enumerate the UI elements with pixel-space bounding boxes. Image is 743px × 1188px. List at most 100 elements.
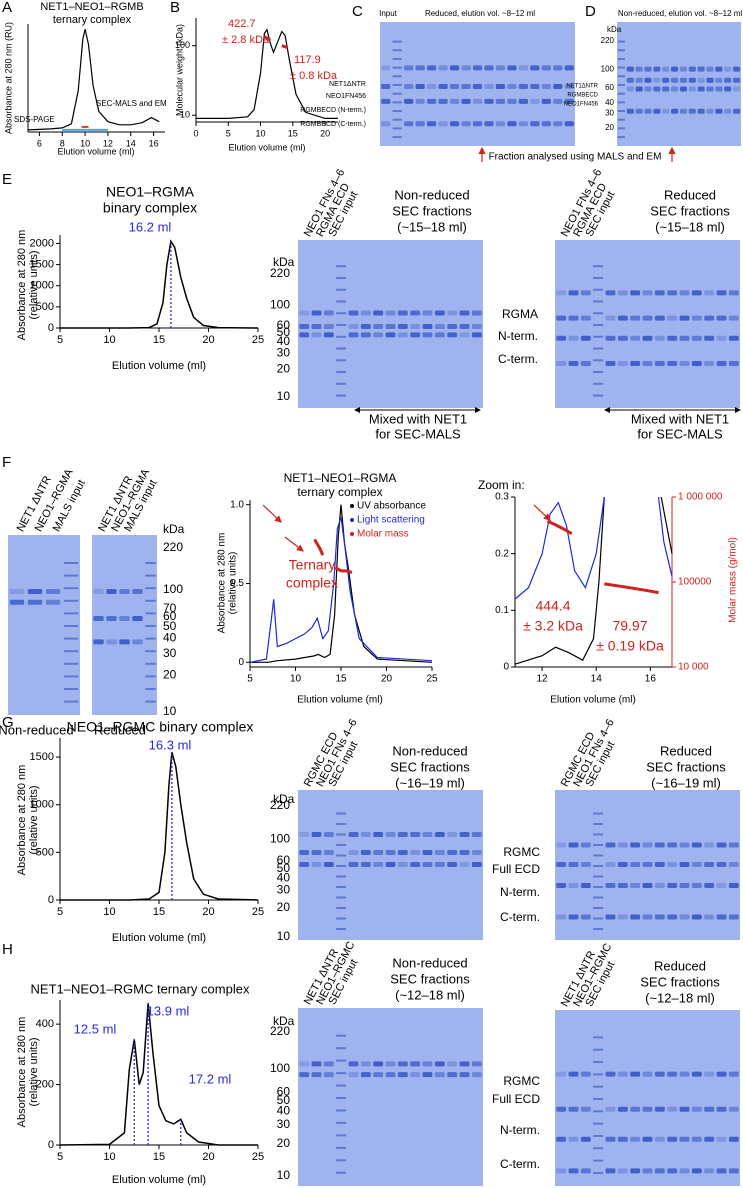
- band: [691, 360, 702, 366]
- band-label: RGMBECD: [567, 93, 598, 99]
- ladder-band: [617, 57, 625, 60]
- band: [299, 332, 310, 338]
- band: [667, 883, 678, 888]
- band: [568, 1071, 579, 1077]
- ladder-band: [593, 928, 604, 930]
- x-tick-label: 25: [426, 674, 438, 685]
- band: [728, 1136, 739, 1142]
- band: [716, 1136, 727, 1142]
- marker-label: 220: [270, 798, 290, 812]
- band: [93, 639, 104, 645]
- band: [716, 360, 727, 366]
- band: [556, 335, 567, 341]
- band: [716, 914, 727, 920]
- ladder-band: [593, 844, 604, 846]
- ladder-band: [336, 928, 347, 930]
- band: [323, 324, 334, 329]
- band: [654, 914, 665, 920]
- marker-label: 100: [270, 298, 290, 312]
- y-tick-label: 0: [238, 657, 244, 668]
- band: [323, 850, 334, 855]
- legend-label: UV absorbance: [357, 501, 426, 512]
- band: [471, 832, 482, 837]
- band: [617, 335, 628, 341]
- band: [605, 842, 616, 848]
- band: [518, 121, 528, 127]
- band: [704, 290, 715, 296]
- band: [691, 1168, 702, 1174]
- marker-label: 50: [277, 861, 291, 875]
- gel-title: (~16–19 ml): [395, 775, 465, 790]
- y2-axis-label: Molar mass (g/mol): [728, 537, 739, 623]
- band: [704, 315, 715, 321]
- band: [568, 842, 579, 848]
- band: [630, 842, 641, 848]
- pointer-arrow: [262, 504, 282, 523]
- band: [706, 77, 714, 83]
- band: [679, 1136, 690, 1142]
- band: [728, 1071, 739, 1077]
- gel-title: Reduced: [664, 187, 716, 202]
- band: [642, 862, 653, 867]
- band: [484, 84, 494, 89]
- band: [447, 832, 458, 837]
- ladder-band: [336, 1059, 347, 1062]
- band: [691, 290, 702, 296]
- band: [459, 1061, 470, 1067]
- band: [671, 86, 679, 92]
- band: [733, 86, 741, 92]
- ladder-band: [336, 875, 347, 878]
- x-tick-label: 15: [335, 674, 347, 685]
- series-line: [514, 496, 673, 665]
- band: [642, 914, 653, 920]
- legend-swatch: [350, 518, 354, 522]
- band: [568, 862, 579, 867]
- band: [706, 66, 714, 72]
- band: [679, 315, 690, 321]
- band: [564, 121, 574, 127]
- x-tick-label: 10: [290, 674, 302, 685]
- band: [653, 66, 661, 72]
- x-tick-label: 5: [226, 128, 231, 138]
- band: [568, 335, 579, 341]
- marker-label: 50: [163, 619, 177, 633]
- series-line: [249, 517, 433, 663]
- ladder-band: [593, 300, 604, 303]
- band: [472, 65, 483, 71]
- x-tick-label: 14: [591, 674, 603, 685]
- ladder-band: [593, 896, 604, 899]
- band: [404, 121, 414, 127]
- band: [642, 1071, 653, 1077]
- ladder-band: [336, 854, 347, 857]
- band: [605, 360, 616, 366]
- band-label: RGMC: [503, 1074, 540, 1088]
- marker-label: 40: [277, 1104, 291, 1118]
- band: [580, 290, 591, 296]
- y-tick-label: 200: [36, 1078, 54, 1090]
- annotation: 117.9: [294, 54, 321, 66]
- band: [605, 315, 616, 321]
- x-tick-label: 10: [256, 128, 266, 138]
- band: [568, 360, 579, 366]
- band: [605, 1168, 616, 1174]
- band: [630, 1071, 641, 1077]
- x-tick-label: 16: [149, 138, 159, 148]
- ladder-band: [593, 312, 604, 315]
- band: [471, 1072, 482, 1078]
- band: [323, 832, 334, 837]
- band: [119, 616, 130, 621]
- chart-title: NET1–NEO1–RGMC ternary complex: [31, 981, 250, 996]
- band: [507, 65, 517, 71]
- band: [484, 121, 494, 127]
- y-tick-label: 500: [36, 301, 54, 313]
- band: [397, 1061, 408, 1067]
- ladder-band: [336, 1084, 347, 1087]
- marker-label: 30: [163, 646, 177, 660]
- band: [691, 883, 702, 888]
- gel-title: (~15–18 ml): [655, 219, 725, 234]
- ladder-band: [617, 75, 625, 78]
- band: [385, 332, 396, 338]
- band: [397, 332, 408, 338]
- band: [381, 84, 391, 89]
- band: [580, 862, 591, 867]
